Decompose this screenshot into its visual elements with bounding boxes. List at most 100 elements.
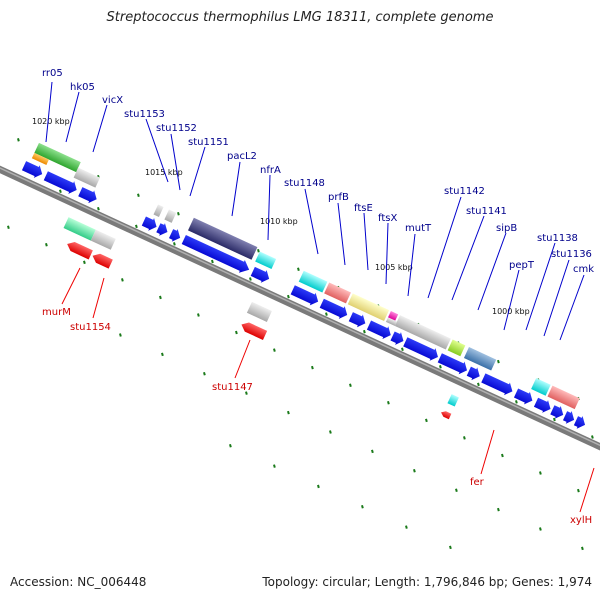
cds-arrow[interactable] <box>466 365 483 383</box>
cds-arrow[interactable] <box>437 351 470 376</box>
reverse-arrow-fer[interactable] <box>440 410 452 420</box>
gene-label-stu1142[interactable]: stu1142 <box>444 186 485 197</box>
tick-mark <box>161 352 164 357</box>
gene-label-hk05[interactable]: hk05 <box>70 82 95 93</box>
cds-arrow[interactable] <box>43 169 80 196</box>
gene-block-hk05[interactable] <box>73 167 101 188</box>
gene-block-fer[interactable] <box>447 394 459 407</box>
cds-arrow[interactable] <box>513 387 535 407</box>
gene-block-prfB[interactable] <box>324 282 351 304</box>
tick-mark <box>97 207 100 211</box>
reverse-arrow-stu1154[interactable] <box>90 251 113 269</box>
cds-arrow[interactable] <box>366 319 394 342</box>
gene-label-stu1153[interactable]: stu1153 <box>124 109 165 120</box>
cds-arrow[interactable] <box>480 372 515 398</box>
tick-mark <box>405 525 408 529</box>
gene-block-ftsX[interactable] <box>387 310 399 321</box>
gene-label-stu1136[interactable]: stu1136 <box>551 249 592 260</box>
gene-block-stu1141[interactable] <box>447 339 466 357</box>
tick-mark <box>245 391 248 395</box>
tick-mark <box>211 259 214 264</box>
tick-mark <box>539 527 542 531</box>
cds-arrow[interactable] <box>290 283 321 307</box>
tick-mark <box>197 313 200 317</box>
tick-mark <box>325 312 328 316</box>
cds-arrow[interactable] <box>533 396 553 415</box>
reverse-gene-labels: murM stu1154 stu1147 fer xylH <box>42 267 595 526</box>
gene-label-stu1138[interactable]: stu1138 <box>537 233 578 244</box>
tick-mark <box>273 348 276 352</box>
reverse-arrow-murM[interactable] <box>65 239 93 260</box>
forward-cds-row <box>21 159 588 431</box>
tick-mark <box>287 410 290 415</box>
gene-label-stu1154[interactable]: stu1154 <box>70 322 111 333</box>
gene-label-cmk[interactable]: cmk <box>573 264 594 275</box>
gene-label-xylH[interactable]: xylH <box>570 515 592 526</box>
gene-label-rr05[interactable]: rr05 <box>42 68 63 79</box>
gene-label-stu1141[interactable]: stu1141 <box>466 206 507 217</box>
cds-arrow[interactable] <box>573 414 588 431</box>
gene-block-nfrA[interactable] <box>255 251 277 270</box>
tick-mark <box>249 277 252 281</box>
tick-mark <box>135 224 138 229</box>
gene-label-pepT[interactable]: pepT <box>509 260 535 271</box>
gene-block-stu1147[interactable] <box>246 301 272 322</box>
cds-arrow[interactable] <box>250 265 272 285</box>
tick-mark <box>363 329 366 334</box>
gene-label-stu1147[interactable]: stu1147 <box>212 382 253 393</box>
tick-mark <box>59 189 62 193</box>
gene-label-sipB[interactable]: sipB <box>496 223 517 234</box>
gene-label-prfB[interactable]: prfB <box>328 192 349 203</box>
forward-gene-row <box>31 142 580 410</box>
gene-block-sipB[interactable] <box>463 347 497 371</box>
gene-block-stu1153[interactable] <box>153 204 164 218</box>
tick-mark <box>159 295 162 300</box>
cds-arrow[interactable] <box>141 215 160 234</box>
tick-mark <box>177 211 180 216</box>
cds-arrow[interactable] <box>402 335 441 363</box>
gene-block-stu1136[interactable] <box>531 378 551 396</box>
cds-arrow[interactable] <box>562 409 577 426</box>
gene-label-nfrA[interactable]: nfrA <box>260 165 281 176</box>
gene-block-stu1152[interactable] <box>164 209 177 223</box>
gene-label-pacL2[interactable]: pacL2 <box>227 151 257 162</box>
gene-label-mutT[interactable]: mutT <box>405 223 432 234</box>
cds-arrow[interactable] <box>77 185 99 205</box>
cds-arrow[interactable] <box>549 403 566 421</box>
gene-label-fer[interactable]: fer <box>470 477 485 488</box>
tick-mark <box>121 278 124 282</box>
gene-block-pacL2[interactable] <box>187 217 258 260</box>
cds-arrow[interactable] <box>181 233 252 276</box>
page-title: Streptococcus thermophilus LMG 18311, co… <box>106 10 494 25</box>
cds-arrow[interactable] <box>390 330 407 348</box>
gene-block-stu1154[interactable] <box>90 229 116 250</box>
gene-label-vicX[interactable]: vicX <box>102 95 123 106</box>
kbp-label-1005: 1005 kbp <box>375 263 413 272</box>
tick-mark <box>501 453 504 458</box>
reverse-arrow-stu1147[interactable] <box>239 320 268 340</box>
tick-mark <box>477 382 480 387</box>
tick-mark <box>287 294 290 299</box>
gene-block-ftsE[interactable] <box>347 293 390 322</box>
tick-mark <box>7 225 10 229</box>
gene-label-ftsX[interactable]: ftsX <box>378 213 397 224</box>
cds-arrow[interactable] <box>319 297 350 321</box>
gene-label-murM[interactable]: murM <box>42 307 71 318</box>
gene-label-ftsE[interactable]: ftsE <box>354 203 373 214</box>
gene-block-mutT[interactable] <box>385 317 398 327</box>
gene-block-rr05-orange[interactable] <box>31 152 49 165</box>
tick-mark <box>449 545 452 550</box>
gene-label-stu1148[interactable]: stu1148 <box>284 178 325 189</box>
cds-arrow[interactable] <box>168 227 183 244</box>
gene-block-cmk[interactable] <box>547 385 580 410</box>
gene-label-stu1151[interactable]: stu1151 <box>188 137 229 148</box>
cds-arrow[interactable] <box>348 310 368 329</box>
tick-mark <box>297 267 300 271</box>
gene-block-murM[interactable] <box>63 217 96 241</box>
cds-arrow[interactable] <box>21 159 45 180</box>
cds-arrow[interactable] <box>155 221 170 238</box>
gene-label-stu1152[interactable]: stu1152 <box>156 123 197 134</box>
gene-block-stu1142[interactable] <box>394 315 451 350</box>
gene-block-stu1148[interactable] <box>298 270 328 293</box>
gene-block-rr05[interactable] <box>34 142 81 173</box>
